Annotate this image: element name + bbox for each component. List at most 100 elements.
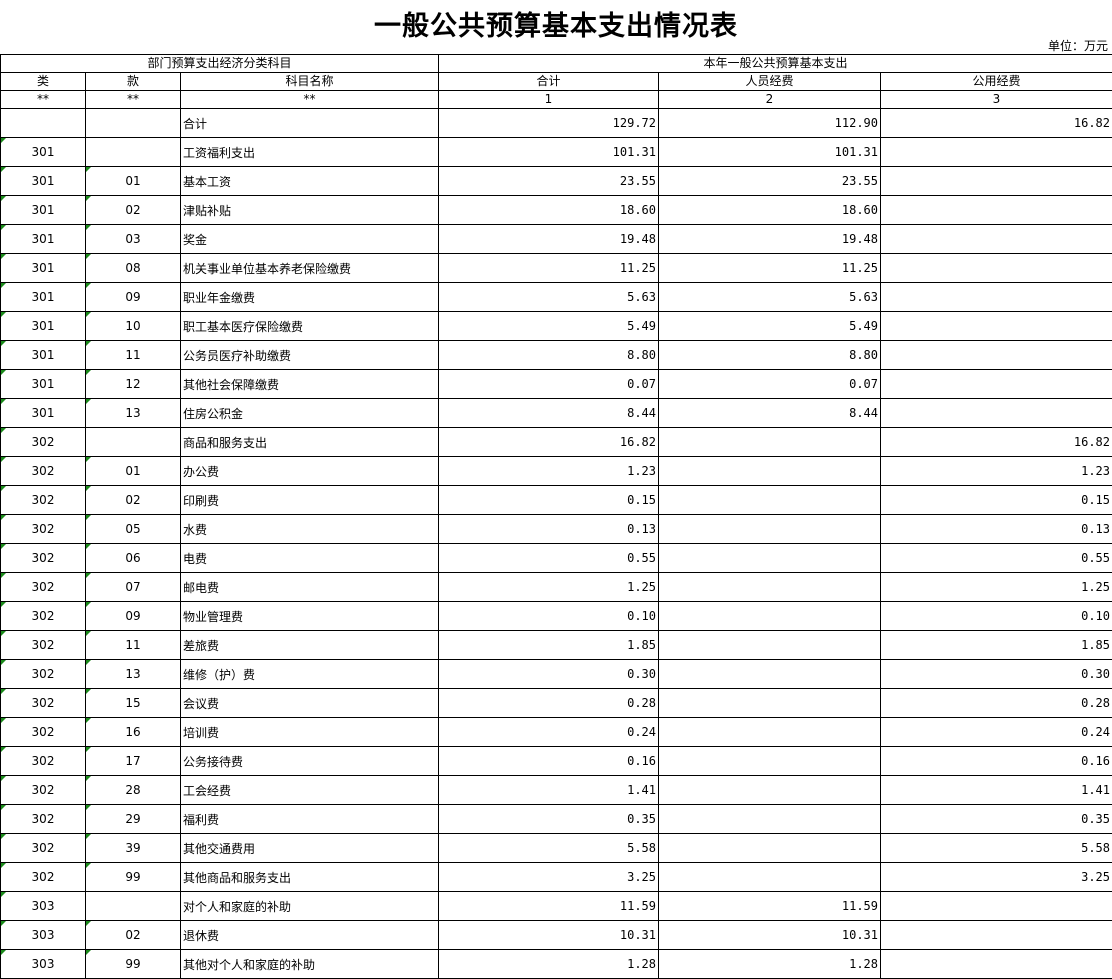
cell-name[interactable]: 奖金 [180,224,439,254]
cell-public[interactable] [880,891,1112,921]
cell-public[interactable]: 0.30 [880,659,1112,689]
cell-item[interactable]: 02 [85,195,181,225]
cell-item[interactable]: 13 [85,659,181,689]
cell-public[interactable]: 1.23 [880,456,1112,486]
cell-total[interactable]: 0.24 [438,717,659,747]
cell-total[interactable]: 1.25 [438,572,659,602]
cell-class[interactable]: 302 [0,659,86,689]
cell-total[interactable]: 0.15 [438,485,659,515]
cell-item[interactable]: 28 [85,775,181,805]
cell-total[interactable]: 1.85 [438,630,659,660]
cell-name[interactable]: 职工基本医疗保险缴费 [180,311,439,341]
cell-class[interactable]: 302 [0,485,86,515]
cell-public[interactable]: 5.58 [880,833,1112,863]
cell-class[interactable]: 302 [0,427,86,457]
cell-class[interactable]: 302 [0,601,86,631]
cell-personnel[interactable]: 19.48 [658,224,881,254]
cell-personnel[interactable] [658,717,881,747]
cell-name[interactable]: 机关事业单位基本养老保险缴费 [180,253,439,283]
cell-item[interactable]: 02 [85,920,181,950]
cell-personnel[interactable] [658,775,881,805]
cell-item[interactable] [85,891,181,921]
cell-item[interactable]: 13 [85,398,181,428]
cell-personnel[interactable] [658,456,881,486]
cell-name[interactable]: 会议费 [180,688,439,718]
cell-item[interactable]: 15 [85,688,181,718]
cell-personnel[interactable]: 23.55 [658,166,881,196]
cell-item[interactable]: 10 [85,311,181,341]
cell-class[interactable]: 302 [0,543,86,573]
cell-public[interactable]: 1.25 [880,572,1112,602]
cell-class[interactable]: 303 [0,920,86,950]
cell-class[interactable]: 301 [0,166,86,196]
cell-name[interactable]: 基本工资 [180,166,439,196]
cell-name[interactable]: 住房公积金 [180,398,439,428]
cell-public[interactable]: 0.13 [880,514,1112,544]
cell-personnel[interactable]: 101.31 [658,137,881,167]
cell-public[interactable] [880,195,1112,225]
cell-item[interactable]: 16 [85,717,181,747]
cell-personnel[interactable] [658,485,881,515]
cell-total[interactable]: 5.58 [438,833,659,863]
cell-personnel[interactable] [658,601,881,631]
cell-name[interactable]: 水费 [180,514,439,544]
cell-class[interactable]: 302 [0,833,86,863]
cell-public[interactable] [880,224,1112,254]
cell-total[interactable]: 1.23 [438,456,659,486]
cell-total[interactable]: 0.35 [438,804,659,834]
cell-total[interactable]: 0.55 [438,543,659,573]
cell-name[interactable]: 公务员医疗补助缴费 [180,340,439,370]
cell-personnel[interactable]: 112.90 [658,108,881,138]
cell-public[interactable]: 1.41 [880,775,1112,805]
cell-total[interactable]: 3.25 [438,862,659,892]
cell-total[interactable]: 1.41 [438,775,659,805]
cell-public[interactable] [880,311,1112,341]
cell-item[interactable]: 06 [85,543,181,573]
cell-name[interactable]: 对个人和家庭的补助 [180,891,439,921]
cell-total[interactable]: 5.63 [438,282,659,312]
cell-class[interactable]: 302 [0,572,86,602]
cell-public[interactable] [880,282,1112,312]
cell-public[interactable] [880,137,1112,167]
cell-total[interactable]: 10.31 [438,920,659,950]
cell-item[interactable]: 03 [85,224,181,254]
cell-class[interactable]: 301 [0,282,86,312]
cell-name[interactable]: 电费 [180,543,439,573]
cell-class[interactable]: 302 [0,746,86,776]
cell-personnel[interactable]: 18.60 [658,195,881,225]
cell-class[interactable]: 301 [0,369,86,399]
cell-item[interactable]: 01 [85,456,181,486]
cell-item[interactable]: 08 [85,253,181,283]
cell-class[interactable]: 302 [0,717,86,747]
cell-personnel[interactable]: 8.44 [658,398,881,428]
cell-total[interactable]: 129.72 [438,108,659,138]
cell-personnel[interactable] [658,833,881,863]
cell-item[interactable]: 02 [85,485,181,515]
cell-public[interactable]: 0.24 [880,717,1112,747]
cell-personnel[interactable]: 11.25 [658,253,881,283]
cell-total[interactable]: 11.25 [438,253,659,283]
cell-public[interactable] [880,166,1112,196]
cell-public[interactable] [880,920,1112,950]
cell-item[interactable]: 17 [85,746,181,776]
cell-public[interactable]: 1.85 [880,630,1112,660]
cell-total[interactable]: 1.28 [438,949,659,979]
cell-total[interactable]: 0.28 [438,688,659,718]
cell-class[interactable]: 303 [0,891,86,921]
cell-public[interactable]: 0.10 [880,601,1112,631]
cell-class[interactable]: 302 [0,514,86,544]
cell-item[interactable]: 29 [85,804,181,834]
cell-public[interactable]: 0.35 [880,804,1112,834]
cell-personnel[interactable] [658,688,881,718]
cell-personnel[interactable]: 5.63 [658,282,881,312]
cell-item[interactable]: 11 [85,340,181,370]
cell-name[interactable]: 其他社会保障缴费 [180,369,439,399]
cell-class[interactable]: 301 [0,195,86,225]
cell-class[interactable]: 302 [0,630,86,660]
cell-name[interactable]: 公务接待费 [180,746,439,776]
cell-public[interactable] [880,398,1112,428]
cell-name[interactable]: 职业年金缴费 [180,282,439,312]
cell-class[interactable]: 302 [0,862,86,892]
cell-total[interactable]: 19.48 [438,224,659,254]
cell-personnel[interactable] [658,804,881,834]
